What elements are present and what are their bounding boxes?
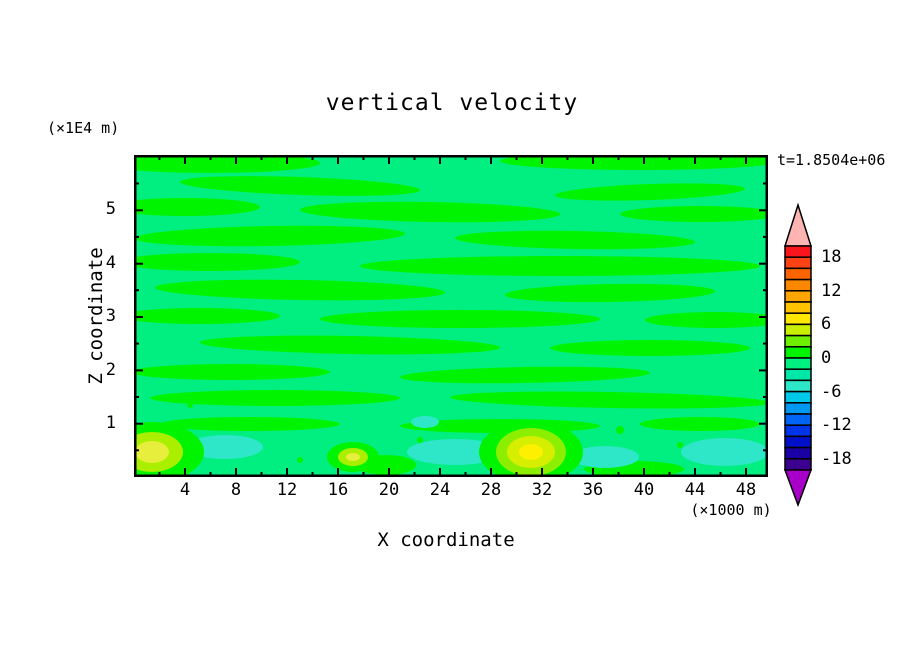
contour-band-streak bbox=[550, 340, 750, 356]
contour-plot-canvas bbox=[134, 155, 768, 477]
updraft-plume-ring bbox=[519, 444, 543, 460]
contour-band-streak bbox=[150, 390, 400, 406]
x-tick-label: 36 bbox=[582, 480, 604, 500]
contour-band-streak bbox=[645, 312, 768, 328]
x-tick-label: 40 bbox=[633, 480, 655, 500]
colorbar-cell bbox=[784, 346, 812, 359]
downdraft-patch bbox=[187, 435, 263, 459]
y-tick-label: 3 bbox=[105, 306, 116, 327]
contour-band-streak bbox=[155, 279, 445, 301]
colorbar-tick-label: 0 bbox=[821, 348, 832, 368]
contour-band-streak bbox=[450, 391, 768, 409]
colorbar-cell bbox=[784, 413, 812, 426]
x-tick-label: 28 bbox=[480, 480, 502, 500]
x-tick-label: 16 bbox=[327, 480, 349, 500]
contour-band-streak bbox=[200, 335, 500, 355]
downdraft-patch bbox=[407, 439, 503, 465]
chart-title: vertical velocity bbox=[325, 90, 579, 116]
colorbar-cell bbox=[784, 424, 812, 438]
y-tick-label: 1 bbox=[105, 412, 116, 433]
colorbar-cell bbox=[784, 323, 812, 337]
x-tick-label: 20 bbox=[378, 480, 400, 500]
colorbar-tick-label: -18 bbox=[821, 448, 852, 469]
colorbar-cell bbox=[784, 379, 812, 393]
downdraft-patch bbox=[681, 438, 768, 466]
colorbar-tick-label: 12 bbox=[821, 280, 842, 301]
contour-band-streak bbox=[160, 417, 340, 431]
contour-field bbox=[134, 155, 768, 477]
x-tick-label: 44 bbox=[684, 480, 706, 500]
colorbar-bottom-arrow bbox=[783, 469, 813, 508]
colorbar-cell bbox=[784, 256, 812, 270]
colorbar-top-arrow bbox=[783, 202, 813, 247]
colorbar-cell bbox=[784, 435, 812, 449]
updraft-plume-ring bbox=[346, 453, 360, 461]
y-tick-label: 5 bbox=[105, 199, 116, 220]
contour-band-streak bbox=[505, 283, 715, 303]
colorbar-cell bbox=[784, 267, 812, 281]
colorbar-cell bbox=[784, 446, 812, 460]
colorbar-tick-label: 6 bbox=[821, 314, 832, 335]
colorbar-cell bbox=[784, 301, 812, 314]
y-tick-label: 2 bbox=[105, 359, 116, 380]
contour-speck bbox=[187, 402, 193, 408]
x-tick-label: 48 bbox=[735, 480, 757, 500]
contour-speck bbox=[616, 426, 624, 434]
contour-band-streak bbox=[555, 183, 745, 201]
contour-band-streak bbox=[180, 176, 420, 196]
colorbar-cell bbox=[784, 357, 812, 370]
contour-band-streak bbox=[455, 230, 695, 250]
contour-band-streak bbox=[320, 310, 600, 328]
x-tick-label: 8 bbox=[230, 480, 242, 500]
colorbar-tick-label: -12 bbox=[821, 415, 852, 436]
contour-band-streak bbox=[134, 364, 330, 380]
downdraft-patch bbox=[411, 416, 439, 428]
contour-band-streak bbox=[135, 225, 405, 247]
colorbar-cell bbox=[784, 312, 812, 326]
contour-speck bbox=[297, 457, 303, 463]
x-tick-label: 24 bbox=[429, 480, 451, 500]
updraft-plume-ring bbox=[135, 441, 169, 463]
contour-band-streak bbox=[360, 256, 760, 276]
colorbar-cell bbox=[784, 290, 812, 303]
contour-band-streak bbox=[300, 201, 560, 223]
contour-band-streak bbox=[134, 155, 320, 173]
contour-band-streak bbox=[134, 253, 300, 271]
x-tick-label: 32 bbox=[531, 480, 553, 500]
plot-border bbox=[134, 155, 768, 477]
contour-band-streak bbox=[640, 417, 760, 431]
contour-speck bbox=[677, 442, 683, 448]
contour-band-streak bbox=[134, 198, 260, 216]
contour-band-streak bbox=[400, 366, 650, 384]
y-axis-unit-label: (×1E4 m) bbox=[47, 119, 120, 137]
colorbar-tick-label: -6 bbox=[821, 381, 842, 402]
y-tick-label: 4 bbox=[105, 252, 116, 273]
contour-band-streak bbox=[134, 308, 280, 324]
time-annotation: t=1.8504e+06 bbox=[777, 151, 886, 169]
colorbar-cell bbox=[784, 334, 812, 348]
colorbar-tick-label: 18 bbox=[821, 247, 842, 268]
colorbar-cell bbox=[784, 278, 812, 292]
colorbar-cell bbox=[784, 458, 812, 471]
colorbar-cell bbox=[784, 390, 812, 404]
contour-speck bbox=[417, 437, 423, 443]
colorbar-cell bbox=[784, 245, 812, 258]
downdraft-patch bbox=[571, 446, 639, 468]
colorbar bbox=[783, 202, 813, 508]
x-axis-unit-label: (×1000 m) bbox=[690, 501, 772, 519]
x-tick-label: 12 bbox=[276, 480, 298, 500]
x-tick-label: 4 bbox=[179, 480, 191, 500]
colorbar-cell bbox=[784, 368, 812, 382]
colorbar-cell bbox=[784, 402, 812, 415]
contour-band-streak bbox=[620, 206, 768, 222]
x-axis-title: X coordinate bbox=[377, 529, 515, 551]
